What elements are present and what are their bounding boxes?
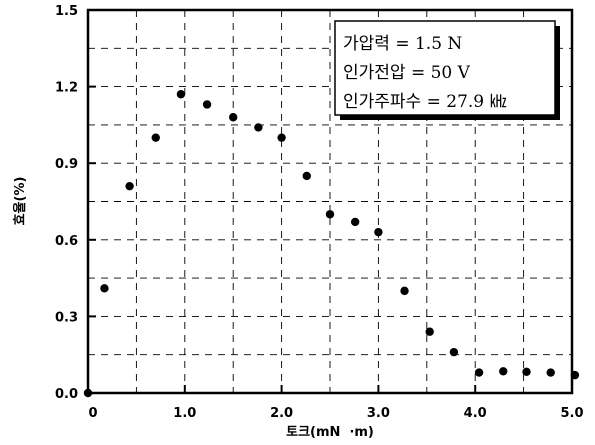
data-point <box>570 370 580 380</box>
x-tick-label: 1.0 <box>173 406 196 421</box>
data-point <box>83 388 93 398</box>
data-point <box>325 210 335 219</box>
data-point <box>229 113 238 122</box>
data-points <box>83 90 580 398</box>
x-axis-ticks: 0 1.0 2.0 3.0 4.0 5.0 <box>87 385 584 421</box>
data-point <box>425 327 434 336</box>
legend-line-3: 인가주파수 = 27.9 ㎑ <box>343 92 507 112</box>
data-point <box>474 368 484 377</box>
y-tick-label: 1.2 <box>55 81 78 96</box>
y-axis-ticks: 0.0 0.3 0.6 0.9 1.2 1.5 <box>55 4 96 402</box>
legend-line-1: 가압력 = 1.5 N <box>343 34 462 54</box>
y-axis-title: 효율(%) <box>12 177 28 226</box>
x-tick-label: 2.0 <box>270 406 293 421</box>
data-point <box>125 181 134 191</box>
data-point <box>100 284 109 293</box>
data-point <box>302 171 311 181</box>
plot-frame <box>86 8 574 395</box>
y-tick-label: 0.0 <box>55 387 78 402</box>
data-point <box>254 123 263 132</box>
legend-line-2: 인가전압 = 50 V <box>343 63 471 83</box>
x-tick-label: 4.0 <box>464 406 487 421</box>
legend-box: 가압력 = 1.5 N 인가전압 = 50 V 인가주파수 = 27.9 ㎑ <box>334 20 560 120</box>
data-point <box>374 227 383 237</box>
data-point <box>277 133 286 142</box>
data-point <box>449 347 459 357</box>
y-tick-label: 1.5 <box>55 4 78 19</box>
x-tick-label: 0 <box>88 406 97 421</box>
data-point <box>350 217 360 227</box>
y-tick-label: 0.9 <box>55 157 78 172</box>
data-point <box>546 368 555 377</box>
legend-frame <box>334 20 556 116</box>
x-tick-label: 5.0 <box>560 406 583 421</box>
y-tick-label: 0.6 <box>55 234 78 249</box>
data-point <box>499 367 508 376</box>
x-axis-title: 토크(mN ·m) <box>286 425 374 440</box>
data-point <box>176 90 186 99</box>
data-point <box>522 367 531 377</box>
x-tick-label: 3.0 <box>367 406 390 421</box>
data-point <box>202 100 212 109</box>
data-point <box>400 286 409 296</box>
y-tick-label: 0.3 <box>55 310 78 325</box>
data-point <box>151 133 160 142</box>
